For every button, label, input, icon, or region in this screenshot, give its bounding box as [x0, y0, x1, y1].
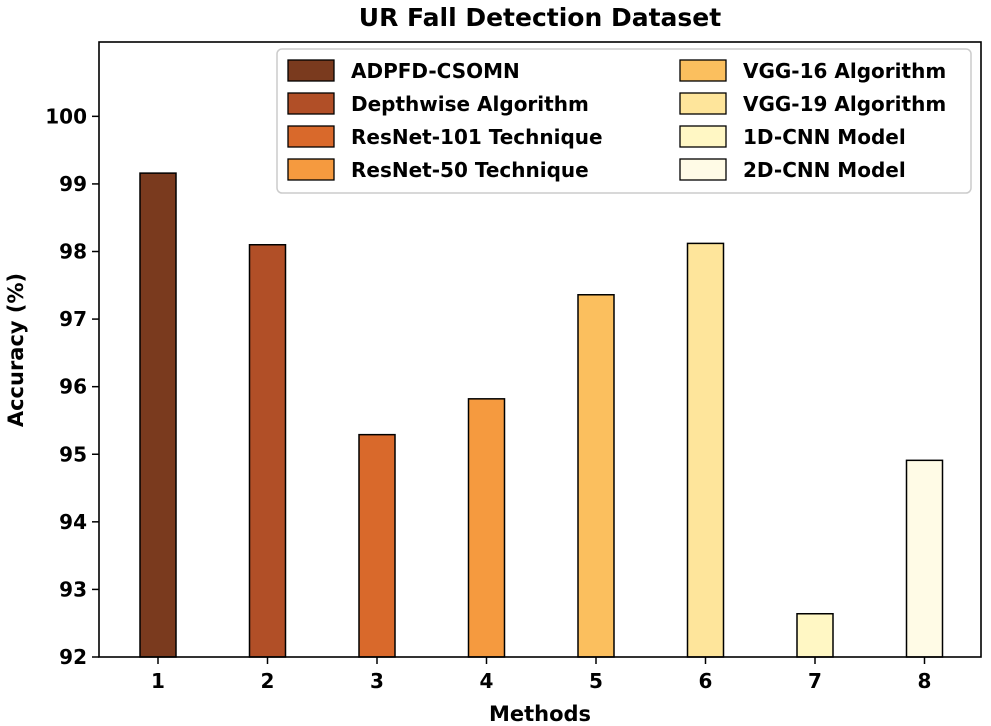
- legend-swatch: [287, 92, 335, 115]
- y-tick-label: 98: [59, 240, 87, 264]
- bars-layer: [139, 172, 944, 658]
- legend-entry-label: VGG-19 Algorithm: [743, 92, 946, 116]
- bar-7: [796, 612, 834, 658]
- y-tick-label: 100: [45, 104, 87, 128]
- bar-4: [467, 398, 506, 658]
- bar-2: [248, 243, 287, 658]
- plot-frame: [98, 41, 982, 658]
- bar-6: [686, 242, 725, 658]
- x-tick-label: 7: [808, 669, 822, 693]
- legend-entry-label: 1D-CNN Model: [743, 125, 906, 149]
- y-tick-label: 92: [59, 645, 87, 669]
- legend-swatch: [679, 158, 727, 181]
- legend-entry-label: VGG-16 Algorithm: [743, 59, 946, 83]
- x-tick-label: 8: [918, 669, 932, 693]
- y-tick-label: 95: [59, 442, 87, 466]
- bar-8: [905, 459, 944, 658]
- legend-swatch: [679, 59, 727, 82]
- x-tick-label: 4: [480, 669, 494, 693]
- bar-5: [577, 294, 615, 658]
- legend-swatch: [679, 92, 727, 115]
- legend-swatch: [679, 125, 727, 148]
- legend-swatch: [287, 59, 335, 82]
- y-tick-label: 97: [59, 307, 87, 331]
- axes-layer: 92 93 94 95 96 97 98 99 100 1 2 3 4 5 6 7 8: [45, 41, 982, 693]
- x-tick-label: 2: [261, 669, 275, 693]
- legend-entry-label: ResNet-50 Technique: [351, 158, 589, 182]
- y-tick-label: 99: [59, 172, 87, 196]
- y-tick-label: 94: [59, 510, 87, 534]
- x-tick-label: 6: [699, 669, 713, 693]
- x-axis-label: Methods: [489, 702, 591, 726]
- legend-swatch: [287, 158, 335, 181]
- x-tick-label: 1: [151, 669, 165, 693]
- legend-entry-label: Depthwise Algorithm: [351, 92, 589, 116]
- y-tick-label: 93: [59, 577, 87, 601]
- legend-entry-label: ADPFD-CSOMN: [351, 59, 520, 83]
- legend-swatch: [287, 125, 335, 148]
- legend-box: [276, 48, 972, 194]
- legend-entry-label: 2D-CNN Model: [743, 158, 906, 182]
- bar-3: [358, 433, 396, 658]
- legend-entry-label: ResNet-101 Technique: [351, 125, 603, 149]
- x-tick-label: 3: [370, 669, 384, 693]
- legend: ADPFD-CSOMN Depthwise Algorithm ResNet-101…: [276, 48, 972, 194]
- bar-1: [139, 172, 177, 658]
- y-axis-label: Accuracy (%): [4, 273, 28, 427]
- y-tick-label: 96: [59, 375, 87, 399]
- chart-title: UR Fall Detection Dataset: [359, 3, 721, 32]
- x-tick-label: 5: [589, 669, 603, 693]
